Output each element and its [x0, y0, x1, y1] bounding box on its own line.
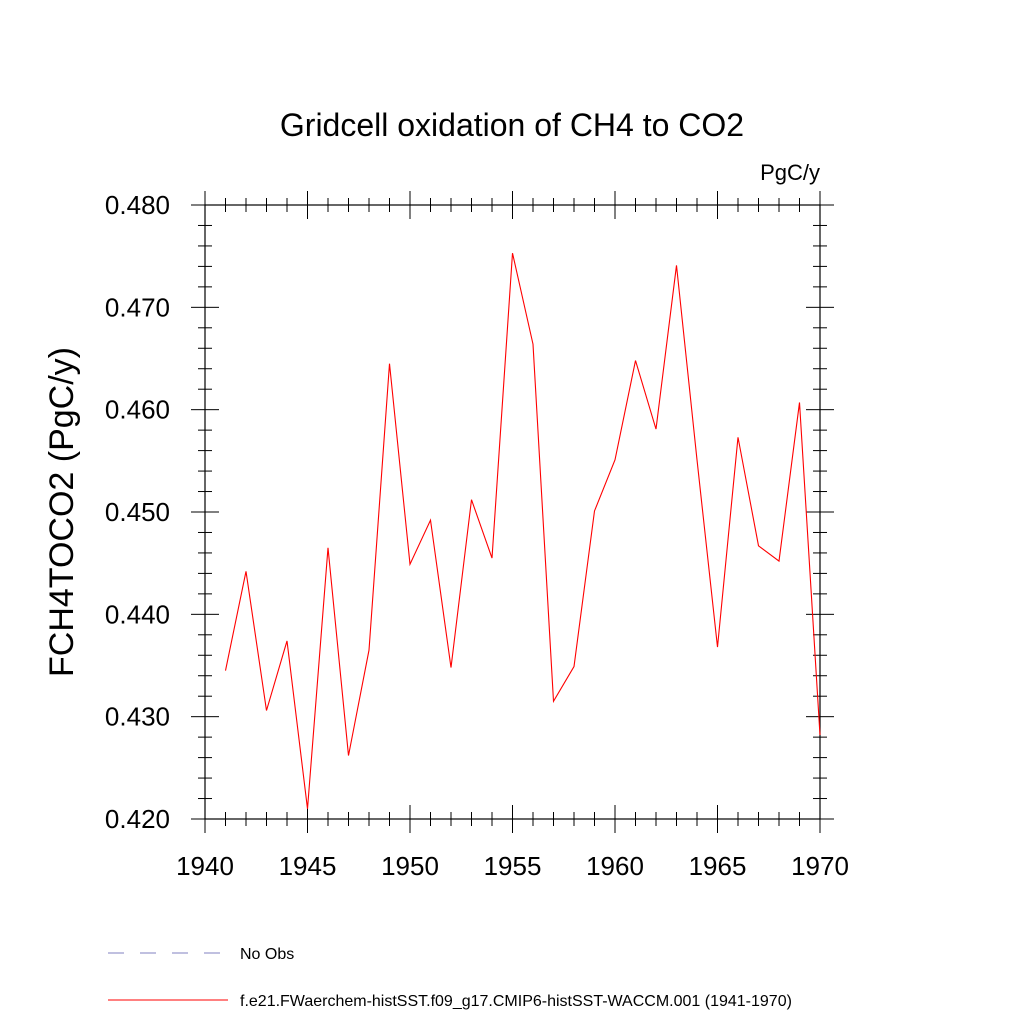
y-tick-label: 0.480	[105, 190, 170, 220]
y-tick-label: 0.450	[105, 497, 170, 527]
y-axis-label: FCH4TOCO2 (PgC/y)	[43, 347, 81, 677]
legend: No Obs f.e21.FWaerchem-histSST.f09_g17.CM…	[108, 946, 792, 1010]
series-line	[226, 253, 821, 809]
legend-label: No Obs	[240, 946, 294, 963]
y-tick-label: 0.420	[105, 804, 170, 834]
x-tick-label: 1950	[381, 851, 439, 881]
y-tick-label: 0.470	[105, 292, 170, 322]
series-layer	[225, 253, 820, 809]
line-chart: Gridcell oxidation of CH4 to CO2 PgC/y F…	[0, 0, 1024, 1024]
x-tick-label: 1960	[586, 851, 644, 881]
units-label: PgC/y	[760, 160, 820, 185]
y-tick-label: 0.440	[105, 599, 170, 629]
x-tick-label: 1945	[279, 851, 337, 881]
x-tick-label: 1940	[176, 851, 234, 881]
y-tick-label: 0.430	[105, 702, 170, 732]
x-tick-label: 1965	[689, 851, 747, 881]
x-tick-label: 1970	[791, 851, 849, 881]
axis-ticks: 1940 1945 1950 1955 1960 1965 1970 0.420 0.430 0.…	[105, 190, 849, 881]
chart-title: Gridcell oxidation of CH4 to CO2	[280, 107, 744, 143]
y-tick-label: 0.460	[105, 395, 170, 425]
legend-label: f.e21.FWaerchem-histSST.f09_g17.CMIP6-hi…	[240, 993, 792, 1010]
x-tick-label: 1955	[484, 851, 542, 881]
